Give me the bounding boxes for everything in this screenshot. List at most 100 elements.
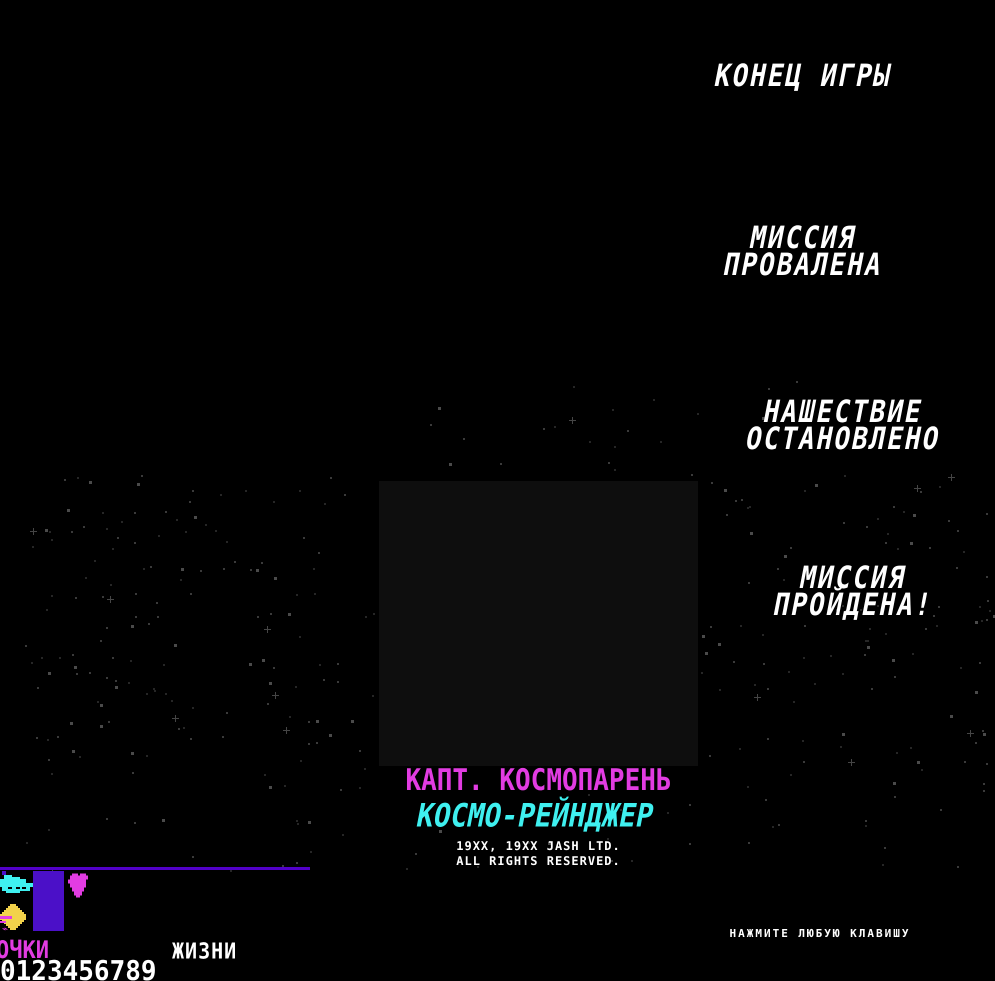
star-pixel	[303, 537, 305, 539]
star-pixel	[430, 424, 432, 426]
star-pixel	[925, 628, 927, 630]
star-pixel	[310, 851, 312, 853]
star-pixel	[37, 687, 39, 689]
star-pixel	[975, 691, 978, 694]
banner-mission-failed-line-2: ПРОВАЛЕНА	[720, 248, 887, 284]
star-pixel	[438, 407, 441, 410]
star-pixel	[589, 441, 591, 443]
press-any-key-prompt[interactable]: НАЖМИТЕ ЛЮБУЮ КЛАВИШУ	[729, 927, 911, 940]
star-pixel	[913, 514, 916, 517]
star-pixel	[106, 818, 108, 820]
banner-mission-complete: МИССИЯ ПРОЙДЕНА!	[690, 561, 995, 624]
banner-invasion-stopped-line-2: ОСТАНОВЛЕНО	[742, 422, 944, 458]
banner-invasion-stopped: НАШЕСТВИЕ ОСТАНОВЛЕНО	[680, 395, 995, 458]
star-pixel	[72, 750, 75, 753]
star-pixel	[192, 856, 194, 858]
star-pixel	[163, 664, 165, 666]
star-pixel	[300, 760, 302, 762]
star-pixel	[612, 409, 614, 411]
star-pixel	[132, 772, 134, 774]
star-pixel	[865, 640, 867, 642]
star-pixel	[569, 417, 576, 424]
star-pixel	[46, 609, 48, 611]
star-pixel	[948, 520, 950, 522]
star-pixel	[48, 672, 51, 675]
star-pixel	[313, 568, 315, 570]
star-pixel	[165, 511, 167, 513]
star-pixel	[273, 501, 275, 503]
star-pixel	[299, 490, 301, 492]
star-pixel	[284, 785, 286, 787]
star-pixel	[788, 671, 790, 673]
star-pixel	[867, 646, 870, 649]
star-pixel	[340, 789, 342, 791]
star-pixel	[134, 542, 136, 544]
star-pixel	[921, 769, 923, 771]
star-pixel	[750, 532, 753, 535]
star-pixel	[887, 533, 889, 535]
hud-purple-block-sprite	[33, 871, 64, 931]
game-title-subtitle: КАПТ. КОСМОПАРЕНЬ	[405, 763, 672, 799]
star-pixel	[41, 657, 43, 659]
star-pixel	[134, 512, 136, 514]
star-pixel	[359, 750, 361, 752]
star-pixel	[957, 530, 959, 532]
star-pixel	[296, 820, 298, 822]
star-pixel	[940, 809, 942, 811]
star-pixel	[128, 682, 130, 684]
star-pixel	[790, 547, 792, 549]
star-pixel	[830, 655, 832, 657]
star-pixel	[319, 664, 321, 666]
star-pixel	[701, 672, 703, 674]
star-pixel	[234, 561, 236, 563]
star-pixel	[31, 662, 33, 664]
star-pixel	[740, 625, 742, 627]
star-pixel	[110, 584, 112, 586]
star-pixel	[57, 736, 59, 738]
star-pixel	[373, 613, 375, 615]
star-pixel	[784, 555, 787, 558]
star-pixel	[190, 593, 192, 595]
lives-label: ЖИЗНИ	[172, 937, 238, 965]
star-pixel	[702, 635, 705, 638]
star-pixel	[867, 640, 869, 642]
star-pixel	[190, 738, 192, 740]
star-pixel	[796, 381, 798, 383]
star-pixel	[463, 438, 465, 440]
star-pixel	[72, 654, 74, 656]
star-pixel	[957, 866, 959, 868]
star-pixel	[283, 727, 290, 734]
star-pixel	[157, 616, 159, 618]
star-pixel	[256, 569, 259, 572]
star-pixel	[183, 727, 185, 729]
star-pixel	[222, 736, 224, 738]
star-pixel	[76, 673, 78, 675]
copyright-line-1: 19XX, 19XX JASH LTD.	[456, 838, 621, 853]
star-pixel	[894, 796, 896, 798]
star-pixel	[843, 522, 845, 524]
star-pixel	[269, 786, 272, 789]
star-pixel	[705, 652, 708, 655]
star-pixel	[26, 842, 28, 844]
star-pixel	[691, 474, 693, 476]
star-pixel	[917, 761, 920, 764]
hud-magenta-glyph: ⌁	[2, 924, 9, 935]
star-pixel	[627, 430, 629, 432]
star-pixel	[288, 613, 291, 616]
hud-magenta-bar-1	[0, 916, 12, 919]
star-pixel	[709, 755, 711, 757]
star-pixel	[51, 595, 53, 597]
star-pixel	[897, 548, 899, 550]
star-pixel	[500, 463, 502, 465]
star-pixel	[135, 593, 137, 595]
star-pixel	[885, 633, 887, 635]
star-pixel	[180, 579, 182, 581]
star-pixel	[929, 547, 931, 549]
star-pixel	[975, 742, 977, 744]
star-pixel	[983, 783, 985, 785]
star-pixel	[48, 829, 50, 831]
star-pixel	[741, 499, 743, 501]
star-pixel	[316, 720, 319, 723]
star-pixel	[840, 746, 842, 748]
star-pixel	[299, 636, 301, 638]
